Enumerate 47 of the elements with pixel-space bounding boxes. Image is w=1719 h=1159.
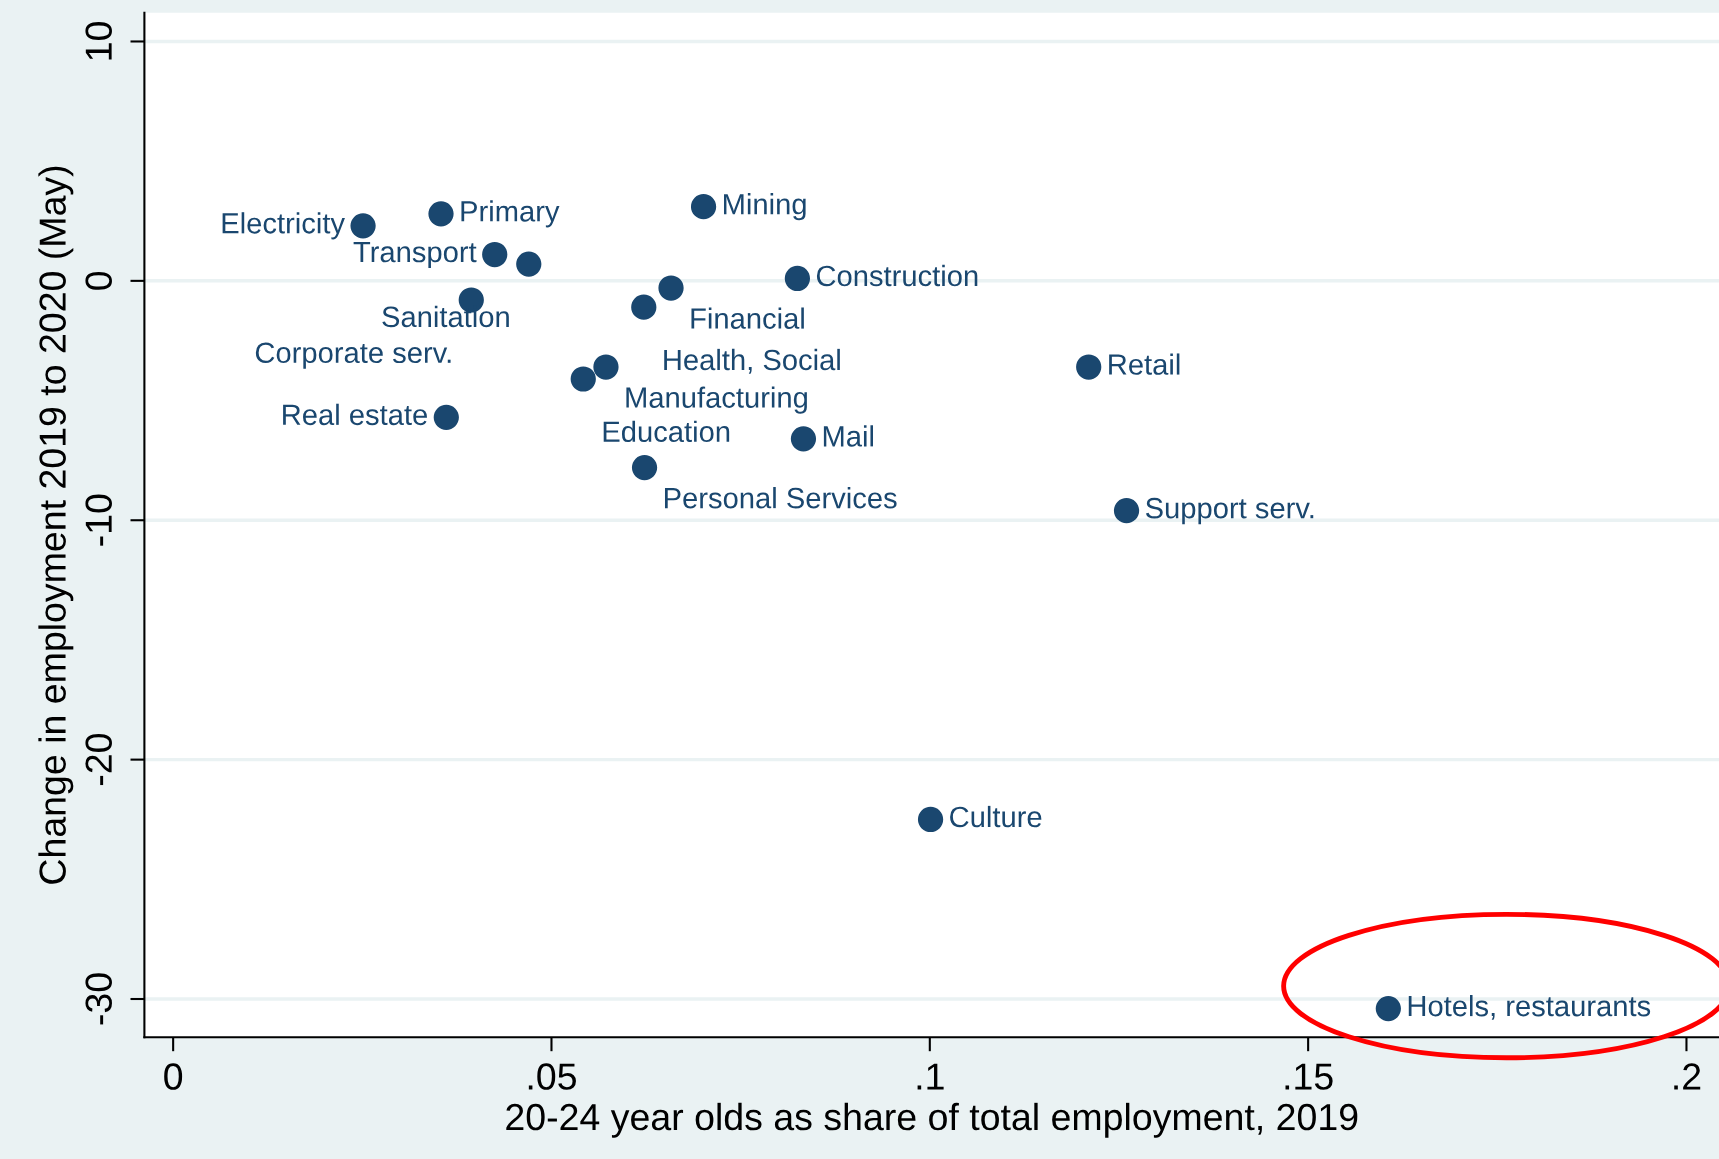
annotation: Financial xyxy=(691,307,804,329)
annotation: Mining xyxy=(724,193,806,221)
point xyxy=(433,404,459,430)
x-tick-label: .05 xyxy=(528,1063,576,1090)
annotation: Mail xyxy=(823,425,874,447)
point xyxy=(784,265,811,292)
point xyxy=(428,201,454,227)
y-tick-label: -30 xyxy=(85,973,112,1025)
point xyxy=(631,454,658,481)
annotation: Sanitation xyxy=(382,305,509,328)
annotation: Education xyxy=(603,420,730,443)
annotation: Manufacturing xyxy=(626,386,807,414)
point xyxy=(631,294,657,320)
point xyxy=(570,366,596,392)
x-tick-label: 0 xyxy=(164,1063,183,1090)
y-tick-label: 10 xyxy=(85,22,112,60)
point xyxy=(917,806,944,833)
annotation: Hotels, restaurants xyxy=(1408,994,1651,1020)
point xyxy=(690,194,717,220)
annotation: Real estate xyxy=(283,403,427,426)
annotation: Electricity xyxy=(222,212,345,240)
x-axis-title: 20-24 year olds as share of total employment, 2019 xyxy=(506,1102,1358,1138)
point xyxy=(658,275,684,301)
annotation: Personal Services xyxy=(664,487,897,509)
annotation: Primary xyxy=(461,200,560,228)
y-tick-label: -20 xyxy=(85,733,112,786)
x-tick-label: .2 xyxy=(1674,1063,1701,1090)
annotation: Health, Social xyxy=(664,348,840,374)
point xyxy=(1076,354,1102,380)
point xyxy=(593,354,619,380)
y-tick-label: 0 xyxy=(85,271,112,290)
point xyxy=(1375,995,1401,1022)
annotation: Retail xyxy=(1109,353,1180,375)
annotation: Culture xyxy=(950,805,1042,828)
point xyxy=(1113,498,1140,524)
x-tick-label: .15 xyxy=(1285,1063,1333,1090)
annotation: Support serv. xyxy=(1145,497,1314,525)
annotation: Construction xyxy=(816,264,978,287)
annotation: Corporate serv. xyxy=(255,342,451,369)
point xyxy=(790,426,817,452)
x-tick-label: .1 xyxy=(917,1063,944,1090)
annotation: Transport xyxy=(353,242,477,269)
y-axis-title: Change in employment 2019 to 2020 (May) xyxy=(38,166,74,884)
point xyxy=(350,213,376,239)
point xyxy=(516,251,542,277)
point xyxy=(482,241,508,268)
y-tick-label: -10 xyxy=(85,494,112,546)
